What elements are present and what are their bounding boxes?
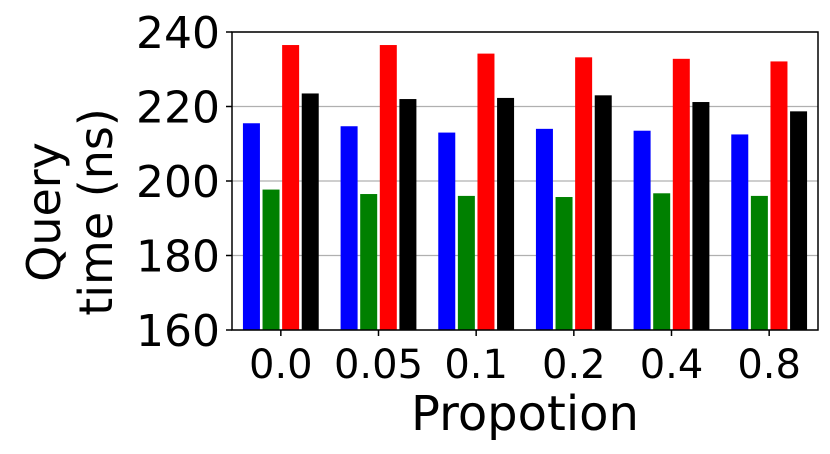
y-axis: 160 180 200 220 240 — [136, 8, 232, 357]
y-axis-label-line: time (ns) — [69, 108, 123, 316]
bar — [594, 95, 612, 330]
x-tick-label: 0.4 — [640, 342, 704, 388]
bar — [360, 194, 378, 330]
x-axis: 0.0 0.05 0.1 0.2 0.4 0.8 — [249, 330, 801, 388]
bar — [633, 130, 651, 330]
y-tick-label: 220 — [136, 83, 220, 134]
bar — [575, 57, 593, 330]
bar — [399, 99, 417, 330]
x-tick-label: 0.0 — [249, 342, 313, 388]
y-tick-label: 180 — [136, 232, 220, 283]
y-tick-label: 200 — [136, 157, 220, 208]
x-tick-label: 0.1 — [444, 342, 508, 388]
grid-lines — [232, 31, 818, 331]
bar — [653, 193, 671, 330]
y-tick-label: 160 — [136, 306, 220, 357]
bar — [770, 61, 788, 331]
bar — [731, 134, 749, 330]
bar — [282, 45, 300, 330]
bar — [262, 189, 280, 330]
bar — [438, 132, 456, 330]
bar — [457, 195, 475, 330]
bar — [379, 45, 397, 330]
bar — [242, 123, 260, 330]
y-axis-label-line: Query — [17, 142, 71, 282]
bar — [672, 58, 690, 330]
bar — [340, 126, 358, 331]
bar — [497, 97, 515, 331]
bar — [692, 102, 710, 330]
x-tick-label: 0.05 — [334, 342, 423, 388]
bar — [477, 53, 495, 330]
bars — [242, 45, 808, 331]
y-tick-label: 240 — [136, 8, 220, 59]
x-tick-label: 0.8 — [737, 342, 801, 388]
bar — [555, 197, 573, 330]
x-axis-label: Propotion — [411, 386, 639, 442]
bar — [301, 93, 319, 331]
bar — [790, 111, 808, 330]
bar — [750, 195, 768, 330]
bar — [535, 128, 553, 330]
x-tick-label: 0.2 — [542, 342, 606, 388]
